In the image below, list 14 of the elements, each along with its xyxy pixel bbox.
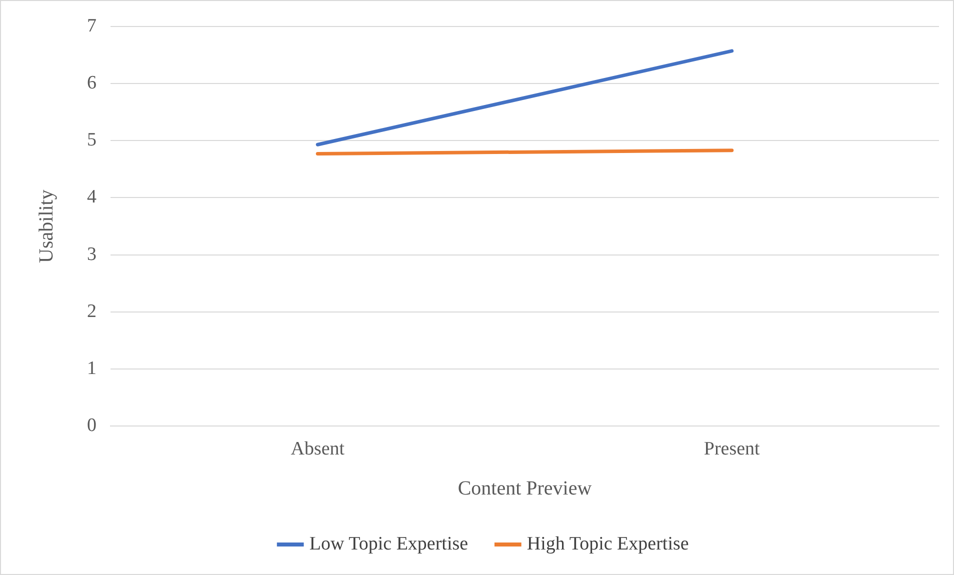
y-axis-title: Usability <box>35 190 58 263</box>
y-tick-label: 6 <box>87 72 96 94</box>
legend-label: Low Topic Expertise <box>309 533 468 554</box>
legend-label: High Topic Expertise <box>526 533 689 554</box>
y-tick-label: 4 <box>87 186 97 208</box>
y-tick-label: 3 <box>87 244 96 265</box>
y-tick-label: 2 <box>87 300 96 322</box>
y-tick-label: 1 <box>87 358 96 380</box>
y-tick-label: 5 <box>87 130 96 151</box>
y-tick-label: 7 <box>87 15 96 36</box>
y-tick-label: 0 <box>87 415 96 436</box>
x-axis-title: Content Preview <box>458 477 592 500</box>
x-tick-label: Present <box>704 438 761 460</box>
x-tick-label: Absent <box>290 438 346 460</box>
